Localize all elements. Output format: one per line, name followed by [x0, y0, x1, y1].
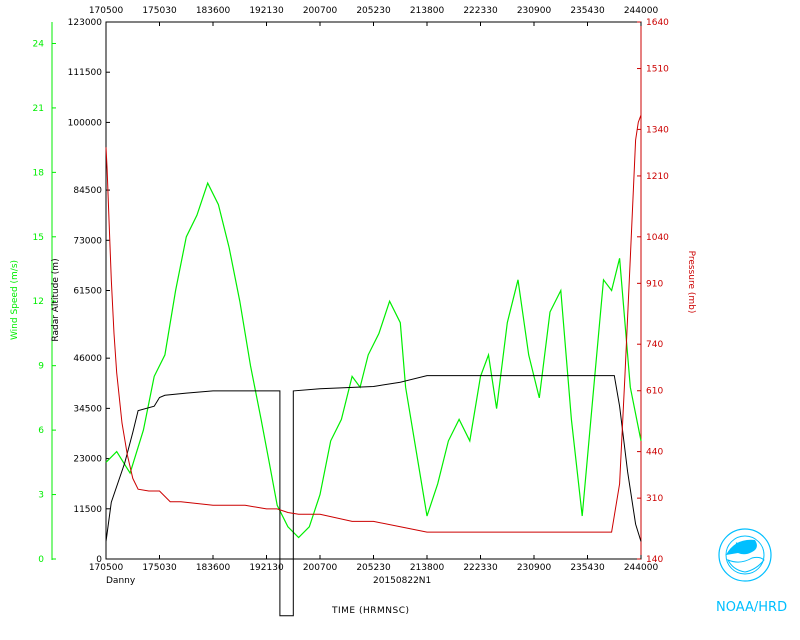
- wind-tick-label: 0: [38, 555, 44, 565]
- x-tick-label: 244000: [624, 563, 659, 573]
- series-layer: [105, 114, 642, 617]
- altitude-axis-label: Radar Altitude (m): [51, 258, 61, 341]
- wind-tick-label: 24: [33, 39, 45, 49]
- x-top-tick-label: 213800: [410, 6, 445, 16]
- storm-name: Danny: [106, 576, 136, 586]
- wind-speed-line: [105, 181, 642, 539]
- pressure-axis-label: Pressure (mb): [686, 251, 696, 314]
- pressure-axis: 140 310 440 610 740 910 1040 1210 1340 1510 1640: [637, 18, 669, 565]
- altitude-tick-label: 34500: [73, 404, 102, 414]
- radar-altitude-line: [105, 375, 642, 617]
- flight-id: 20150822N1: [373, 576, 431, 586]
- wind-tick-label: 15: [33, 233, 44, 243]
- wind-tick-label: 3: [38, 491, 44, 501]
- pressure-tick-label: 1040: [646, 233, 669, 243]
- x-tick-label: 200700: [303, 563, 338, 573]
- pressure-line: [105, 114, 642, 533]
- pressure-tick-label: 1340: [646, 125, 669, 135]
- altitude-tick-label: 111500: [68, 68, 103, 78]
- wind-axis-label: Wind Speed (m/s): [10, 260, 20, 340]
- pressure-tick-label: 910: [646, 279, 663, 289]
- x-tick-label: 222330: [463, 563, 498, 573]
- x-top-tick-label: 222330: [463, 6, 498, 16]
- logo-text: NOAA: [735, 542, 755, 549]
- x-tick-label: 170500: [89, 563, 124, 573]
- pressure-tick-label: 610: [646, 387, 663, 397]
- altitude-tick-label: 84500: [73, 186, 102, 196]
- altitude-tick-label: 23000: [73, 455, 102, 465]
- pressure-tick-label: 1210: [646, 172, 669, 182]
- pressure-tick-label: 310: [646, 494, 663, 504]
- x-tick-label: 192130: [249, 563, 284, 573]
- wind-axis: 0 3 6 9 12 15 18 21 24: [33, 39, 56, 565]
- x-top-tick-label: 183600: [196, 6, 231, 16]
- wind-tick-label: 12: [33, 297, 44, 307]
- x-tick-label: 230900: [517, 563, 552, 573]
- altitude-tick-label: 100000: [68, 118, 103, 128]
- x-top-tick-label: 244000: [624, 6, 659, 16]
- altitude-axis: 0 11500 23000 34500 46000 61500 73000 84500 1000…: [68, 18, 110, 565]
- wind-tick-label: 18: [33, 168, 45, 178]
- x-axis-label: TIME (HRMNSC): [331, 606, 410, 616]
- x-top-tick-label: 200700: [303, 6, 338, 16]
- x-tick-label: 213800: [410, 563, 445, 573]
- altitude-tick-label: 123000: [68, 18, 103, 28]
- altitude-tick-label: 11500: [73, 505, 102, 515]
- altitude-tick-label: 61500: [73, 287, 102, 297]
- pressure-tick-label: 440: [646, 448, 663, 458]
- x-top-tick-label: 230900: [517, 6, 552, 16]
- x-axis-top: 170500 175030 183600 192130 200700 205230 2138…: [89, 6, 659, 26]
- pressure-tick-label: 140: [646, 555, 663, 565]
- x-tick-label: 235430: [570, 563, 605, 573]
- x-top-tick-label: 235430: [570, 6, 605, 16]
- noaa-logo-icon: NOAA: [718, 528, 772, 582]
- wind-tick-label: 9: [38, 362, 44, 372]
- x-top-tick-label: 205230: [356, 6, 391, 16]
- wind-tick-label: 6: [38, 426, 44, 436]
- x-tick-label: 183600: [196, 563, 231, 573]
- altitude-tick-label: 46000: [73, 354, 102, 364]
- wind-tick-label: 21: [33, 104, 44, 114]
- x-tick-label: 175030: [142, 563, 177, 573]
- x-axis-bottom: 170500 175030 183600 192130 200700 205230 2138…: [89, 555, 659, 573]
- pressure-tick-label: 1640: [646, 18, 669, 28]
- x-top-tick-label: 192130: [249, 6, 284, 16]
- pressure-tick-label: 1510: [646, 65, 669, 75]
- x-tick-label: 205230: [356, 563, 391, 573]
- org-label: NOAA/HRD: [716, 600, 787, 615]
- altitude-tick-label: 73000: [73, 236, 102, 246]
- pressure-tick-label: 740: [646, 340, 663, 350]
- x-top-tick-label: 170500: [89, 6, 124, 16]
- x-top-tick-label: 175030: [142, 6, 177, 16]
- altitude-tick-label: 0: [96, 555, 102, 565]
